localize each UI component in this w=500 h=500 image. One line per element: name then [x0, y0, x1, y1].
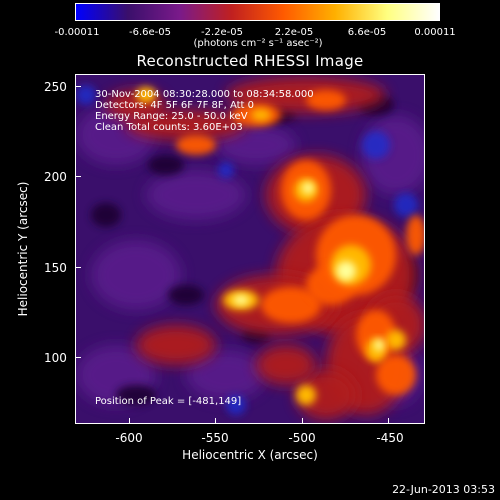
y-tick-mark [75, 176, 81, 177]
colorbar-tick-label: 2.2e-05 [274, 27, 314, 38]
heatmap-blob [136, 325, 216, 365]
colorbar-tick-label: -2.2e-05 [201, 27, 243, 38]
x-tick-mark [388, 418, 389, 424]
x-axis-label: Heliocentric X (arcsec) [182, 448, 318, 462]
x-tick-label: -550 [201, 431, 229, 445]
image-plot-area: 30-Nov-2004 08:30:28.000 to 08:34:58.000… [75, 74, 425, 424]
peak-position-label: Position of Peak = [-481,149] [95, 396, 242, 407]
heatmap-blob [218, 162, 234, 178]
x-tick-mark [129, 418, 130, 424]
colorbar-tick-label: -0.00011 [54, 27, 100, 38]
annotation-line: 30-Nov-2004 08:30:28.000 to 08:34:58.000 [95, 89, 314, 100]
plot-title: Reconstructed RHESSI Image [136, 52, 364, 70]
heatmap-blob [176, 135, 216, 155]
heatmap-blob [336, 261, 356, 281]
x-tick-mark [215, 418, 216, 424]
y-tick-mark [75, 86, 81, 87]
heatmap-blob [306, 90, 346, 110]
colorbar-tick-label: -6.6e-05 [129, 27, 171, 38]
heatmap-blob [386, 330, 406, 350]
heatmap-blob [251, 109, 271, 121]
y-tick-label: 150 [44, 261, 67, 275]
heatmap-blob [376, 355, 416, 395]
heatmap-blob [261, 287, 321, 323]
heatmap-blob [216, 125, 296, 165]
heatmap-blob [91, 203, 121, 227]
annotation-line: Detectors: 4F 5F 6F 7F 8F, Att 0 [95, 100, 255, 111]
heatmap-blob [296, 385, 316, 405]
colorbar-units-label: (photons cm⁻² s⁻¹ asec⁻²) [193, 38, 323, 49]
x-tick-label: -450 [376, 431, 404, 445]
heatmap-blob [406, 215, 424, 255]
heatmap-blob [146, 170, 246, 220]
heatmap-blob [356, 310, 396, 360]
heatmap-blob [296, 370, 356, 420]
annotation-line: Energy Range: 25.0 - 50.0 keV [95, 111, 248, 122]
y-tick-label: 200 [44, 170, 67, 184]
heatmap-blob [256, 345, 316, 385]
heatmap-blob [302, 182, 314, 194]
y-axis-label: Heliocentric Y (arcsec) [16, 181, 30, 317]
heatmap-blob [394, 193, 418, 217]
y-tick-label: 100 [44, 351, 67, 365]
heatmap-blob [168, 285, 204, 305]
heatmap-image [76, 77, 424, 420]
heatmap-blob [76, 85, 96, 105]
generated-timestamp: 22-Jun-2013 03:53 [392, 483, 495, 496]
heatmap-blob [148, 155, 184, 175]
annotation-line: Clean Total counts: 3.60E+03 [95, 122, 243, 133]
x-tick-label: -600 [115, 431, 143, 445]
colorbar-tick-label: 6.6e-05 [347, 27, 387, 38]
y-tick-mark [75, 267, 81, 268]
x-tick-label: -500 [288, 431, 316, 445]
heatmap-blob [136, 87, 156, 103]
x-tick-mark [302, 418, 303, 424]
y-tick-mark [75, 357, 81, 358]
heatmap-blob [226, 395, 246, 415]
y-tick-label: 250 [44, 80, 67, 94]
heatmap-blob [116, 385, 156, 405]
heatmap-blob [362, 131, 390, 159]
heatmap-blob [233, 295, 249, 305]
heatmap-blob [374, 339, 384, 351]
heatmap-blob [186, 350, 266, 400]
heatmap-blob [126, 110, 246, 140]
colorbar-tick-label: 0.00011 [414, 27, 456, 38]
colorbar [75, 3, 440, 21]
heatmap-blob [226, 77, 386, 113]
heatmap-blob [91, 240, 181, 310]
